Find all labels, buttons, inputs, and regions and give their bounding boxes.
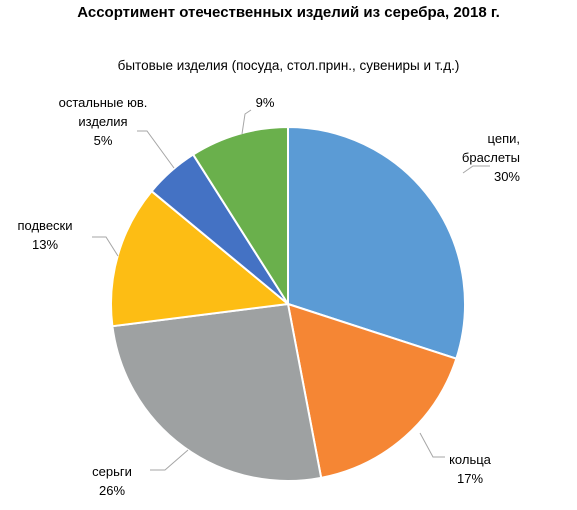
slice-labels: цепи, браслеты 30% кольца 17% серьги 26% подвес… (17, 95, 520, 498)
slice-label-1: кольца 17% (449, 452, 492, 486)
slice-percent-label: 9% (256, 95, 275, 110)
pie-slice-1 (286, 302, 458, 480)
pie-slice-2 (111, 302, 323, 482)
leader-line-2 (150, 449, 189, 471)
slice-label-0: цепи, браслеты 30% (462, 131, 521, 184)
slice-category-label: браслеты (462, 150, 520, 165)
pie-slices (110, 125, 466, 482)
leader-line-0 (462, 165, 490, 174)
chart-title: Ассортимент отечественных изделий из сер… (77, 4, 500, 21)
slice-category-label: остальные юв. (59, 95, 148, 110)
pie-slice-0 (287, 125, 466, 360)
slice-category-label: цепи, (488, 131, 520, 146)
pie-slice-5 (191, 125, 289, 308)
slice-category-label: кольца (449, 452, 492, 467)
slice-percent-label: 5% (94, 133, 113, 148)
leader-line-4 (137, 130, 175, 169)
slice-percent-label: 30% (494, 169, 520, 184)
pie-slice-3 (110, 189, 291, 328)
slice-label-4: остальные юв. изделия 5% (59, 95, 148, 148)
slice-percent-label: 26% (99, 483, 125, 498)
slice-category-label: подвески (17, 218, 72, 233)
slice-label-5: 9% (256, 95, 275, 110)
slice-category-label: серьги (92, 464, 132, 479)
chart-subtitle: бытовые изделия (посуда, стол.прин., сув… (117, 58, 460, 73)
leader-line-5 (241, 109, 252, 135)
slice-label-2: серьги 26% (92, 464, 132, 498)
slice-percent-label: 17% (457, 471, 483, 486)
slice-label-3: подвески 13% (17, 218, 72, 252)
leader-line-1 (419, 432, 445, 458)
leader-line-3 (92, 236, 119, 257)
slice-category-label: изделия (78, 114, 127, 129)
leader-lines (92, 109, 490, 471)
slice-percent-label: 13% (32, 237, 58, 252)
